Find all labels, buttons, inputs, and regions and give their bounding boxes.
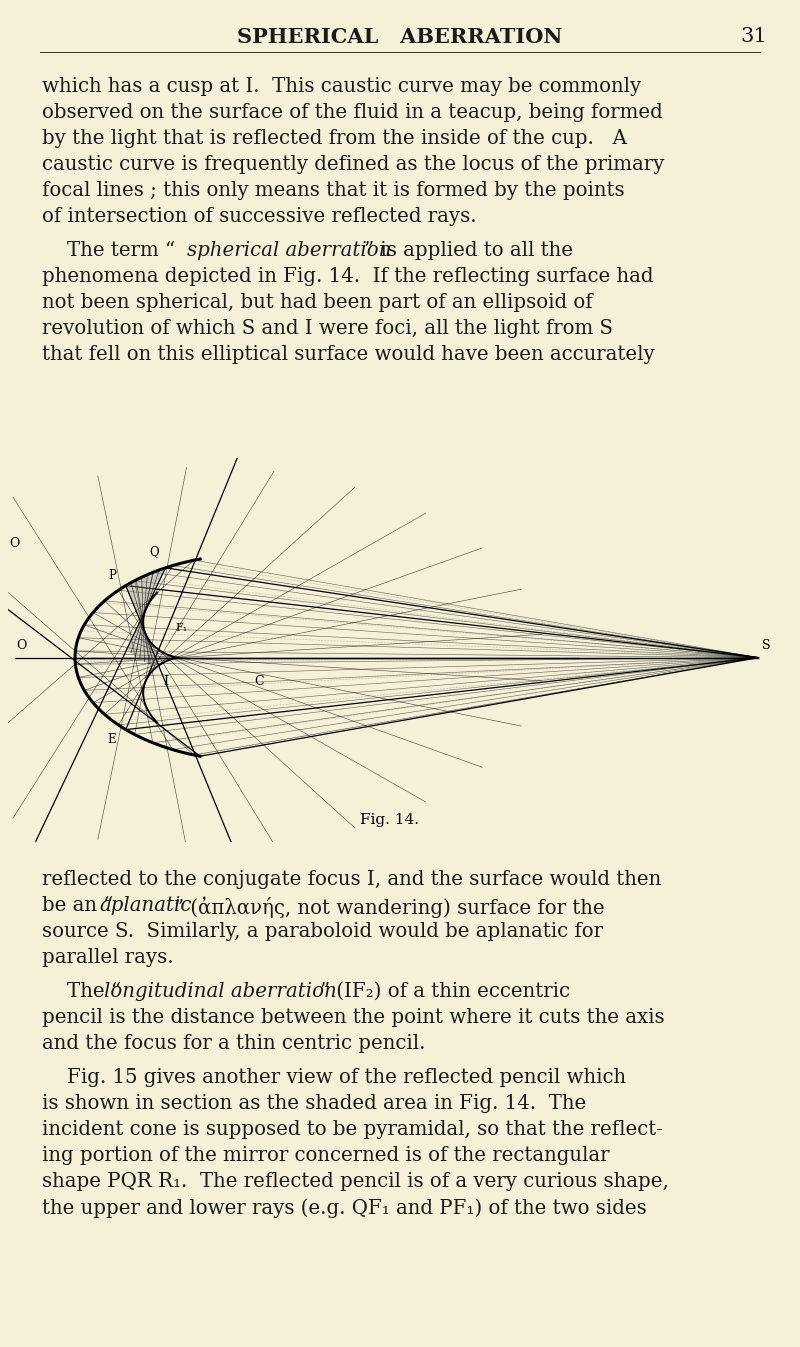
Text: the upper and lower rays (e.g. QF₁ and PF₁) of the two sides: the upper and lower rays (e.g. QF₁ and P… [42, 1197, 646, 1218]
Text: reflected to the conjugate focus I, and the surface would then: reflected to the conjugate focus I, and … [42, 870, 662, 889]
Text: shape PQR R₁.  The reflected pencil is of a very curious shape,: shape PQR R₁. The reflected pencil is of… [42, 1172, 669, 1191]
Text: and the focus for a thin centric pencil.: and the focus for a thin centric pencil. [42, 1034, 426, 1053]
Text: phenomena depicted in Fig. 14.  If the reflecting surface had: phenomena depicted in Fig. 14. If the re… [42, 267, 654, 286]
Text: pencil is the distance between the point where it cuts the axis: pencil is the distance between the point… [42, 1008, 665, 1026]
Text: spherical aberration: spherical aberration [187, 241, 391, 260]
Text: incident cone is supposed to be pyramidal, so that the reflect-: incident cone is supposed to be pyramida… [42, 1119, 663, 1140]
Text: that fell on this elliptical surface would have been accurately: that fell on this elliptical surface wou… [42, 345, 654, 364]
Text: SPHERICAL   ABERRATION: SPHERICAL ABERRATION [238, 27, 562, 47]
Text: The term “: The term “ [42, 241, 175, 260]
Text: ing portion of the mirror concerned is of the rectangular: ing portion of the mirror concerned is o… [42, 1146, 610, 1165]
Text: is shown in section as the shaded area in Fig. 14.  The: is shown in section as the shaded area i… [42, 1094, 586, 1113]
Text: Fig. 14.: Fig. 14. [361, 812, 419, 827]
Text: longitudinal aberration: longitudinal aberration [104, 982, 337, 1001]
Text: C: C [254, 675, 264, 688]
Text: 31: 31 [740, 27, 766, 46]
Text: Fig. 15 gives another view of the reflected pencil which: Fig. 15 gives another view of the reflec… [42, 1068, 626, 1087]
Text: source S.  Similarly, a paraboloid would be aplanatic for: source S. Similarly, a paraboloid would … [42, 921, 603, 942]
Text: I: I [163, 675, 168, 688]
Text: observed on the surface of the fluid in a teacup, being formed: observed on the surface of the fluid in … [42, 102, 662, 123]
Text: of intersection of successive reflected rays.: of intersection of successive reflected … [42, 207, 477, 226]
Text: by the light that is reflected from the inside of the cup.   A: by the light that is reflected from the … [42, 129, 627, 148]
Text: aplanatic: aplanatic [99, 896, 191, 915]
Text: be an “: be an “ [42, 896, 114, 915]
Text: caustic curve is frequently defined as the locus of the primary: caustic curve is frequently defined as t… [42, 155, 664, 174]
Text: E: E [107, 734, 116, 746]
Text: The “: The “ [42, 982, 121, 1001]
Text: ” (IF₂) of a thin eccentric: ” (IF₂) of a thin eccentric [320, 982, 570, 1001]
Polygon shape [126, 568, 166, 668]
Text: P: P [108, 568, 116, 582]
Text: which has a cusp at I.  This caustic curve may be commonly: which has a cusp at I. This caustic curv… [42, 77, 642, 96]
Text: Q: Q [149, 546, 158, 558]
Text: ” (ἀπλανής, not wandering) surface for the: ” (ἀπλανής, not wandering) surface for t… [174, 896, 605, 917]
Text: ” is applied to all the: ” is applied to all the [364, 241, 573, 260]
Text: S: S [762, 638, 770, 652]
Text: O: O [10, 537, 20, 550]
Text: focal lines ; this only means that it is formed by the points: focal lines ; this only means that it is… [42, 180, 625, 199]
Text: parallel rays.: parallel rays. [42, 948, 174, 967]
Text: revolution of which S and I were foci, all the light from S: revolution of which S and I were foci, a… [42, 319, 613, 338]
Text: F₁: F₁ [175, 622, 188, 633]
Text: not been spherical, but had been part of an ellipsoid of: not been spherical, but had been part of… [42, 294, 593, 313]
Text: O: O [16, 638, 26, 652]
